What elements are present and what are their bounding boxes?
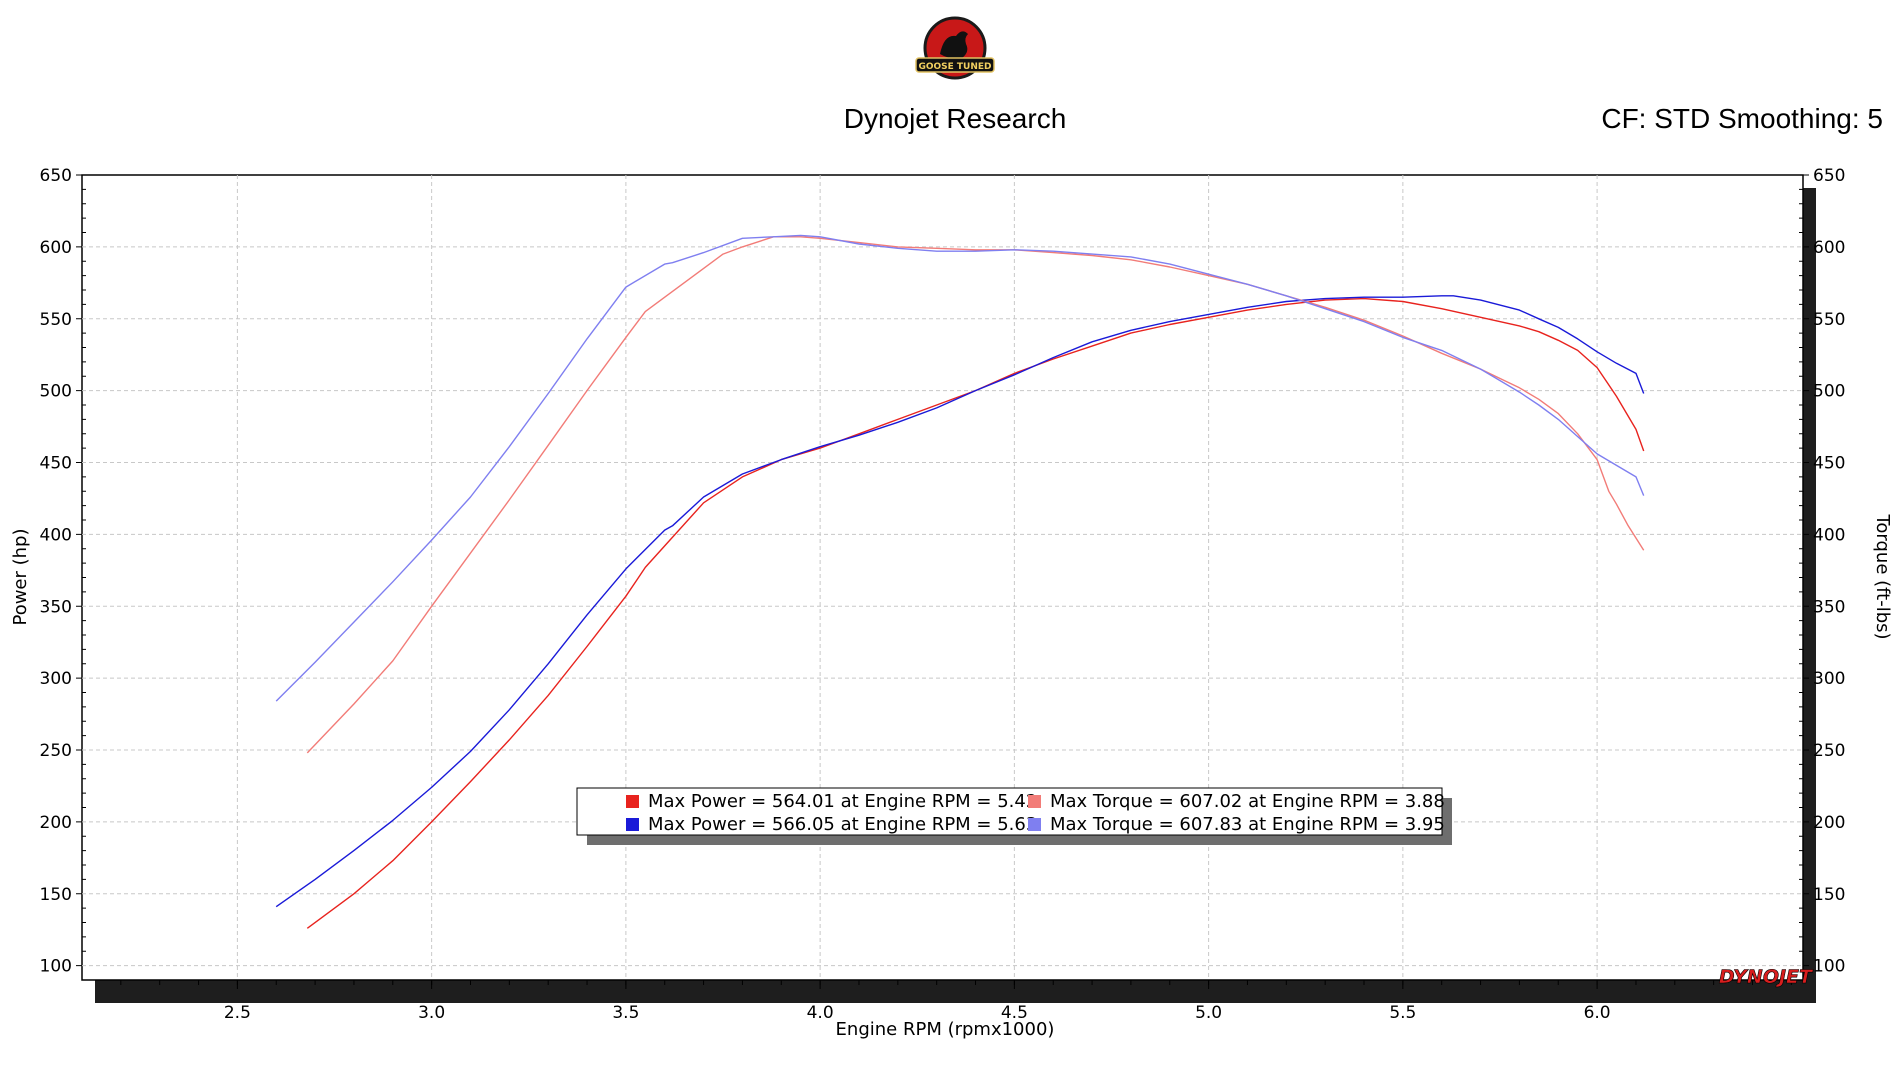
logo-text: GOOSE TUNED <box>918 62 991 72</box>
x-tick-label: 5.5 <box>1389 1003 1416 1023</box>
legend-swatch-torque-run1 <box>1028 795 1041 808</box>
left-y-tick-label: 250 <box>40 741 72 761</box>
x-tick-label: 4.5 <box>1001 1003 1028 1023</box>
left-y-tick-label: 350 <box>40 597 72 617</box>
axis-ticks <box>76 174 1809 989</box>
left-y-tick-label: 550 <box>40 310 72 330</box>
legend-entry-power-run2: Max Power = 566.05 at Engine RPM = 5.63 <box>648 814 1037 835</box>
grid-lines <box>82 175 1803 980</box>
x-tick-label: 3.5 <box>612 1003 639 1023</box>
goose-tuned-logo: GOOSE TUNED <box>915 16 995 80</box>
correction-settings: CF: STD Smoothing: 5 <box>1601 103 1883 134</box>
x-tick-labels: 2.5 3.0 3.5 4.0 4.5 5.0 5.5 6.0 <box>224 1003 1611 1023</box>
x-tick-label: 3.0 <box>418 1003 445 1023</box>
right-y-tick-label: 300 <box>1813 669 1845 689</box>
left-y-tick-label: 150 <box>40 885 72 905</box>
legend-swatch-power-run1 <box>626 795 639 808</box>
right-y-tick-label: 200 <box>1813 813 1845 833</box>
right-y-tick-label: 500 <box>1813 382 1845 402</box>
left-y-tick-label: 400 <box>40 525 72 545</box>
logo-banner <box>915 57 995 73</box>
legend-box <box>576 787 1443 836</box>
x-tick-label: 4.0 <box>807 1003 834 1023</box>
left-y-tick-label: 200 <box>40 813 72 833</box>
legend: Max Power = 564.01 at Engine RPM = 5.42 … <box>576 787 1452 845</box>
right-y-tick-label: 250 <box>1813 741 1845 761</box>
left-y-axis-title: Power (hp) <box>10 528 31 625</box>
right-y-tick-label: 550 <box>1813 310 1845 330</box>
left-y-tick-label: 600 <box>40 238 72 258</box>
left-y-tick-label: 100 <box>40 957 72 977</box>
right-y-tick-label: 350 <box>1813 597 1845 617</box>
left-y-tick-label: 450 <box>40 454 72 474</box>
right-y-tick-labels: 650 600 550 500 450 400 350 300 250 200 150 100 <box>1813 166 1845 977</box>
legend-entry-power-run1: Max Power = 564.01 at Engine RPM = 5.42 <box>648 791 1037 812</box>
legend-entry-torque-run2: Max Torque = 607.83 at Engine RPM = 3.95 <box>1050 814 1445 835</box>
logo-goose-silhouette <box>940 31 968 59</box>
chart-title: Dynojet Research <box>843 103 1067 134</box>
right-y-tick-label: 600 <box>1813 238 1845 258</box>
series-line-2 <box>275 295 1645 908</box>
right-y-axis-title: Torque (ft-lbs) <box>1872 513 1893 639</box>
dynojet-watermark-logo: DYNOJET <box>1719 966 1814 988</box>
right-y-tick-label: 450 <box>1813 454 1845 474</box>
right-y-tick-label: 650 <box>1813 166 1845 186</box>
left-y-tick-labels: 650 600 550 500 450 400 350 300 250 200 150 100 <box>40 166 72 977</box>
left-y-tick-label: 300 <box>40 669 72 689</box>
x-tick-label: 6.0 <box>1584 1003 1611 1023</box>
left-y-tick-label: 500 <box>40 382 72 402</box>
legend-entry-torque-run1: Max Torque = 607.02 at Engine RPM = 3.88 <box>1050 791 1445 812</box>
left-y-tick-label: 650 <box>40 166 72 186</box>
x-tick-label: 2.5 <box>224 1003 251 1023</box>
series-line-4 <box>275 234 1645 702</box>
right-y-tick-label: 100 <box>1813 957 1845 977</box>
right-y-tick-label: 150 <box>1813 885 1845 905</box>
right-y-tick-label: 400 <box>1813 525 1845 545</box>
legend-swatch-torque-run2 <box>1028 818 1041 831</box>
plot-area <box>81 174 1804 981</box>
x-axis-title: Engine RPM (rpmx1000) <box>836 1019 1055 1040</box>
series-line-1 <box>306 297 1645 929</box>
legend-swatch-power-run2 <box>626 818 639 831</box>
x-tick-label: 5.0 <box>1195 1003 1222 1023</box>
series-lines <box>275 234 1645 929</box>
